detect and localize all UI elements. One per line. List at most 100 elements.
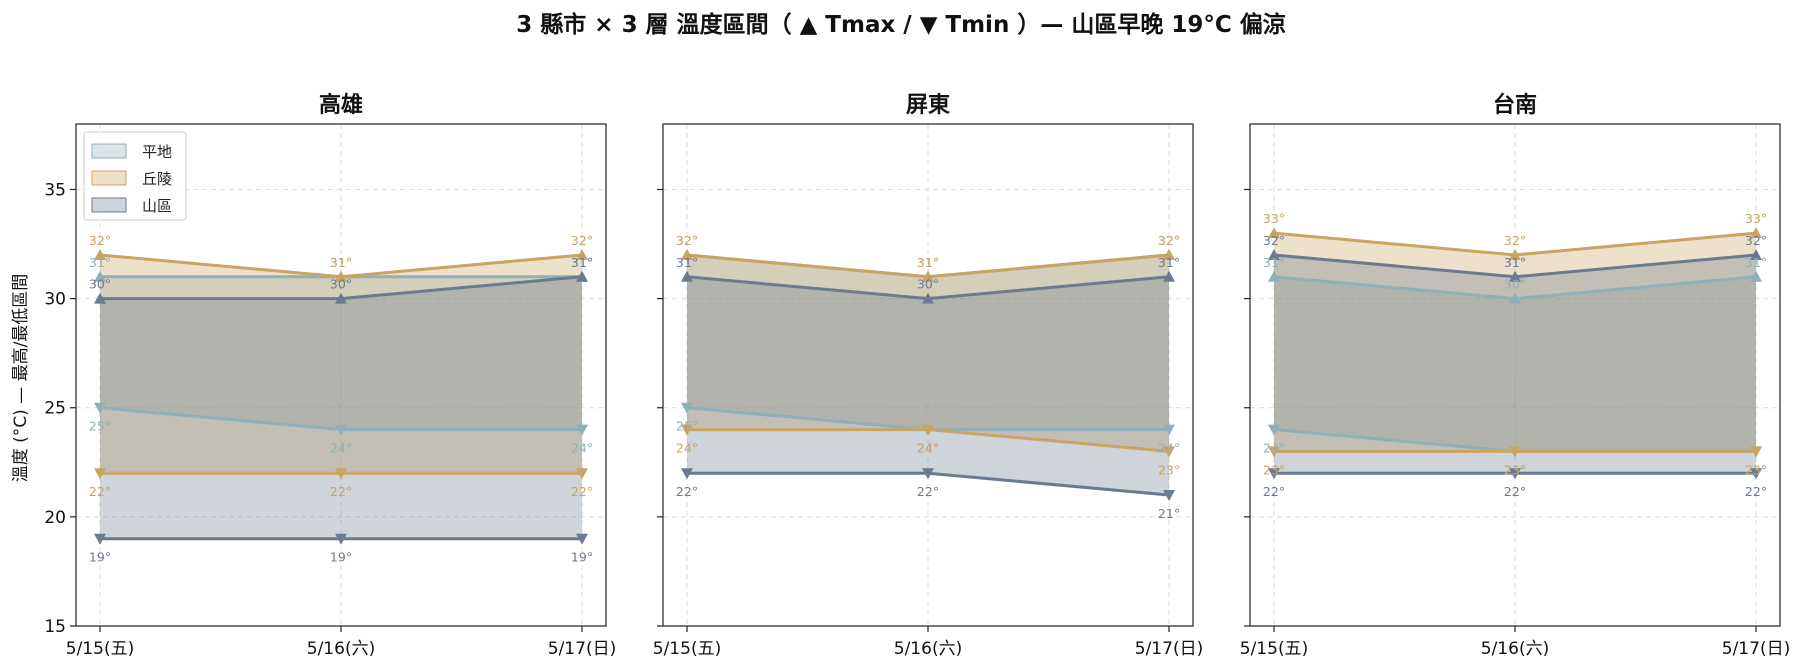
x-tick-label: 5/15(五)	[653, 639, 721, 659]
tmax-label: 32°	[1504, 233, 1526, 248]
tmin-label: 24°	[917, 441, 939, 456]
tmin-marker	[1163, 424, 1175, 436]
range-area-丘陵	[687, 254, 1169, 452]
tmax-label: 31°	[1263, 255, 1285, 270]
tmin-label: 24°	[917, 441, 939, 456]
tmax-marker	[94, 270, 106, 282]
legend-label: 丘陵	[142, 170, 172, 188]
tmax-marker	[1509, 248, 1521, 260]
tmin-marker	[335, 468, 347, 480]
tmax-label: 31°	[917, 255, 939, 270]
tmin-label: 24°	[676, 441, 698, 456]
tmax-label: 31°	[330, 255, 352, 270]
x-tick-label: 5/17(日)	[548, 639, 616, 659]
x-tick-label: 5/16(六)	[307, 639, 375, 659]
tmin-marker	[576, 424, 588, 436]
tmax-label: 30°	[917, 277, 939, 292]
tmin-label: 23°	[1158, 462, 1180, 477]
tmin-label: 24°	[571, 441, 593, 456]
tmax-marker	[681, 270, 693, 282]
legend-swatch	[91, 197, 127, 213]
tmax-marker	[1750, 270, 1762, 282]
tmin-label: 22°	[89, 484, 111, 499]
tmax-marker	[1509, 292, 1521, 304]
tmax-marker	[576, 270, 588, 282]
range-area-山區	[687, 276, 1169, 496]
tmax-label: 31°	[1504, 255, 1526, 270]
tmin-label: 22°	[571, 484, 593, 499]
tmax-marker	[1268, 248, 1280, 260]
y-tick-label: 15	[44, 617, 66, 637]
tmax-marker	[1509, 270, 1521, 282]
tmax-label: 31°	[917, 255, 939, 270]
y-tick-label: 25	[44, 399, 66, 419]
tmax-marker	[1750, 227, 1762, 239]
tmin-label: 22°	[676, 484, 698, 499]
tmin-label: 23°	[1745, 462, 1767, 477]
x-tick-label: 5/16(六)	[894, 639, 962, 659]
legend-label: 平地	[142, 143, 172, 161]
tmax-label: 32°	[1263, 233, 1285, 248]
tmin-marker	[1750, 446, 1762, 458]
y-axis-label: 溫度 (°C) — 最高/最低區間	[11, 274, 31, 483]
tmin-label: 23°	[1504, 462, 1526, 477]
tmin-marker	[1268, 424, 1280, 436]
tmin-marker	[922, 468, 934, 480]
tmax-marker	[576, 248, 588, 260]
tmin-marker	[1509, 446, 1521, 458]
tmin-marker	[681, 468, 693, 480]
figure-title: 3 縣市 × 3 層 溫度區間（ ▲ Tmax / ▼ Tmin ）— 山區早晚…	[516, 11, 1285, 38]
tmax-label: 30°	[89, 277, 111, 292]
tmin-label: 19°	[571, 550, 593, 565]
panel-title: 台南	[1493, 92, 1537, 118]
tmin-marker	[94, 402, 106, 414]
x-tick-label: 5/17(日)	[1722, 639, 1790, 659]
tmax-label: 32°	[571, 233, 593, 248]
legend-label: 山區	[142, 197, 172, 215]
panel-title: 屏東	[906, 93, 950, 118]
tmax-label: 32°	[1745, 233, 1767, 248]
tmax-label: 32°	[1158, 233, 1180, 248]
tmin-marker	[681, 402, 693, 414]
tmax-marker	[335, 270, 347, 282]
tmin-marker	[576, 468, 588, 480]
tmin-marker	[922, 424, 934, 436]
tmin-label: 22°	[330, 484, 352, 499]
tmin-label: 22°	[1263, 484, 1285, 499]
tmin-marker	[94, 468, 106, 480]
x-tick-label: 5/15(五)	[66, 639, 134, 659]
range-area-平地	[1274, 276, 1756, 452]
range-area-平地	[100, 276, 582, 430]
tmin-label: 22°	[1504, 484, 1526, 499]
y-tick-label: 20	[44, 508, 66, 528]
panel-title: 高雄	[319, 92, 363, 118]
tmin-marker	[1163, 446, 1175, 458]
legend-swatch	[91, 143, 127, 159]
tmax-label: 31°	[89, 255, 111, 270]
x-tick-label: 5/15(五)	[1240, 639, 1308, 659]
tmin-label: 23°	[1504, 462, 1526, 477]
tmin-label: 23°	[1745, 462, 1767, 477]
tmax-label: 30°	[1504, 277, 1526, 292]
x-tick-label: 5/16(六)	[1481, 639, 1549, 659]
tmin-label: 22°	[917, 484, 939, 499]
tmax-label: 31°	[571, 255, 593, 270]
tmin-marker	[1509, 468, 1521, 480]
tmin-label: 24°	[330, 441, 352, 456]
tmin-label: 22°	[1745, 484, 1767, 499]
tmin-label: 25°	[89, 419, 111, 434]
range-area-山區	[100, 276, 582, 539]
tmax-label: 33°	[1745, 211, 1767, 226]
y-tick-label: 30	[44, 290, 66, 310]
tmin-label: 23°	[1263, 462, 1285, 477]
tmin-label: 24°	[1158, 441, 1180, 456]
tmin-marker	[335, 424, 347, 436]
x-tick-label: 5/17(日)	[1135, 639, 1203, 659]
tmax-marker	[922, 292, 934, 304]
tmax-marker	[1163, 248, 1175, 260]
